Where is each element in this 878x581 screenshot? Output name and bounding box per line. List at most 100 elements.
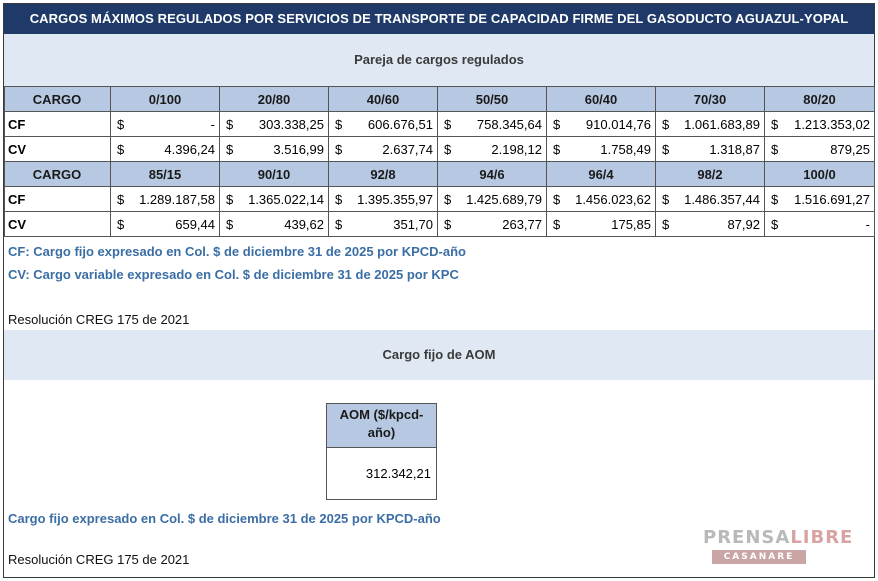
currency-symbol: $ — [771, 216, 779, 232]
column-header-ratio: 85/15 — [110, 161, 220, 187]
currency-symbol: $ — [662, 141, 670, 157]
cell-value: 879,25 — [830, 141, 870, 157]
currency-symbol: $ — [226, 216, 234, 232]
currency-symbol: $ — [335, 216, 343, 232]
cell-value: 910.014,76 — [585, 116, 651, 132]
cell-value: 303.338,25 — [258, 116, 324, 132]
cell-value: 758.345,64 — [476, 116, 542, 132]
column-header-ratio: 50/50 — [437, 86, 547, 112]
column-header-ratio: 20/80 — [219, 86, 329, 112]
note-aom-cf-definition: Cargo fijo expresado en Col. $ de diciem… — [8, 511, 441, 526]
aom-table: AOM ($/kpcd-año) 312.342,21 — [326, 403, 437, 500]
cell-value: 659,44 — [175, 216, 215, 232]
section-header-regulated-pairs: Pareja de cargos regulados — [4, 34, 874, 86]
currency-symbol: $ — [117, 141, 125, 157]
currency-symbol: $ — [335, 141, 343, 157]
cell-value: 2.637,74 — [382, 141, 433, 157]
table-cell: $303.338,25 — [219, 111, 329, 137]
column-header-ratio: 98/2 — [655, 161, 765, 187]
column-header-cargo: CARGO — [4, 86, 111, 112]
logo-wordmark: PRENSALIBRE — [703, 527, 854, 548]
row-label-cf: CF — [4, 186, 111, 212]
cell-value: 351,70 — [393, 216, 433, 232]
currency-symbol: $ — [553, 116, 561, 132]
table-cell: $910.014,76 — [546, 111, 656, 137]
column-header-ratio: 70/30 — [655, 86, 765, 112]
table-cell: $ - — [764, 211, 875, 237]
currency-symbol: $ — [771, 191, 779, 207]
column-header-ratio: 80/20 — [764, 86, 875, 112]
table-cell: $879,25 — [764, 136, 875, 162]
table-cell: $4.396,24 — [110, 136, 220, 162]
section-header-aom: Cargo fijo de AOM — [4, 330, 874, 380]
table-cell: $1.486.357,44 — [655, 186, 765, 212]
cell-value: 2.198,12 — [491, 141, 542, 157]
table-cell: $2.198,12 — [437, 136, 547, 162]
table-cell: $ - — [110, 111, 220, 137]
cell-value: 1.758,49 — [600, 141, 651, 157]
currency-symbol: $ — [553, 191, 561, 207]
table-cell: $1.758,49 — [546, 136, 656, 162]
column-header-ratio: 60/40 — [546, 86, 656, 112]
currency-symbol: $ — [226, 116, 234, 132]
table-cell: $87,92 — [655, 211, 765, 237]
cell-value: - — [865, 216, 870, 232]
table-cell: $1.289.187,58 — [110, 186, 220, 212]
rates-table: CARGO 0/100 20/80 40/60 50/50 60/40 70/30 80/20… — [4, 86, 875, 237]
currency-symbol: $ — [117, 191, 125, 207]
table-cell: $758.345,64 — [437, 111, 547, 137]
table-cell: $3.516,99 — [219, 136, 329, 162]
column-header-ratio: 92/8 — [328, 161, 438, 187]
table-cell: $1.061.683,89 — [655, 111, 765, 137]
column-header-ratio: 100/0 — [764, 161, 875, 187]
resolution-reference: Resolución CREG 175 de 2021 — [8, 312, 190, 327]
currency-symbol: $ — [226, 191, 234, 207]
table-cell: $175,85 — [546, 211, 656, 237]
cell-value: 1.456.023,62 — [575, 191, 651, 207]
cell-value: 1.213.353,02 — [794, 116, 870, 132]
cell-value: 1.486.357,44 — [684, 191, 760, 207]
currency-symbol: $ — [771, 141, 779, 157]
table-cell: $1.365.022,14 — [219, 186, 329, 212]
table-row-cf: CF $1.289.187,58 $1.365.022,14 $1.395.355,9… — [4, 186, 875, 212]
column-header-ratio: 0/100 — [110, 86, 220, 112]
cell-value: 87,92 — [727, 216, 760, 232]
table-cell: $263,77 — [437, 211, 547, 237]
currency-symbol: $ — [444, 191, 452, 207]
cell-value: 1.425.689,79 — [466, 191, 542, 207]
currency-symbol: $ — [553, 141, 561, 157]
row-label-cv: CV — [4, 211, 111, 237]
currency-symbol: $ — [662, 216, 670, 232]
table-cell: $1.425.689,79 — [437, 186, 547, 212]
note-cv-definition: CV: Cargo variable expresado en Col. $ d… — [8, 267, 459, 282]
currency-symbol: $ — [662, 191, 670, 207]
table-header-row: CARGO 85/15 90/10 92/8 94/6 96/4 98/2 100/0 — [4, 161, 875, 187]
cell-value: 1.516.691,27 — [794, 191, 870, 207]
currency-symbol: $ — [444, 141, 452, 157]
table-row-cv: CV $659,44 $439,62 $351,70 $263,77 $175,85 $87… — [4, 211, 875, 237]
sheet-title: CARGOS MÁXIMOS REGULADOS POR SERVICIOS D… — [4, 4, 874, 34]
table-header-row: CARGO 0/100 20/80 40/60 50/50 60/40 70/30 80/20 — [4, 86, 875, 112]
cell-value: 1.365.022,14 — [248, 191, 324, 207]
column-header-ratio: 40/60 — [328, 86, 438, 112]
cell-value: 1.061.683,89 — [684, 116, 760, 132]
cell-value: 439,62 — [284, 216, 324, 232]
cell-value: 1.318,87 — [709, 141, 760, 157]
cell-value: 1.289.187,58 — [139, 191, 215, 207]
currency-symbol: $ — [444, 216, 452, 232]
aom-value: 312.342,21 — [327, 448, 436, 499]
cell-value: 606.676,51 — [367, 116, 433, 132]
cell-value: 4.396,24 — [164, 141, 215, 157]
column-header-ratio: 96/4 — [546, 161, 656, 187]
column-header-ratio: 90/10 — [219, 161, 329, 187]
aom-header: AOM ($/kpcd-año) — [327, 404, 436, 448]
table-cell: $2.637,74 — [328, 136, 438, 162]
row-label-cv: CV — [4, 136, 111, 162]
currency-symbol: $ — [553, 216, 561, 232]
table-row-cv: CV $4.396,24 $3.516,99 $2.637,74 $2.198,12 $1… — [4, 136, 875, 162]
table-cell: $1.213.353,02 — [764, 111, 875, 137]
cell-value: 3.516,99 — [273, 141, 324, 157]
table-cell: $1.516.691,27 — [764, 186, 875, 212]
table-cell: $1.318,87 — [655, 136, 765, 162]
cell-value: - — [210, 116, 215, 132]
